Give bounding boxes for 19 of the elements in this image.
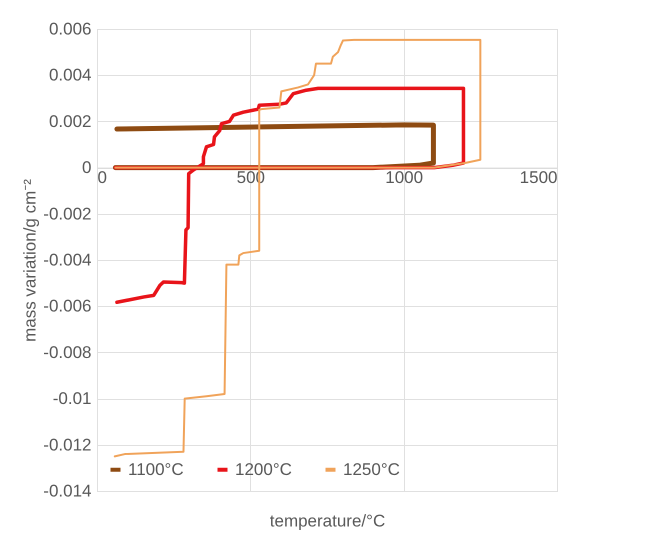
legend-label: 1200°C xyxy=(235,460,292,479)
x-tick-label: 0 xyxy=(98,168,107,188)
x-axis-title: temperature/°C xyxy=(270,512,386,530)
y-axis-title: mass variation/g cm⁻² xyxy=(20,178,40,342)
x-tick-label: 1500 xyxy=(520,168,558,188)
y-tick-label: -0.012 xyxy=(43,435,92,454)
y-tick-label: 0.004 xyxy=(48,66,92,85)
y-tick-label: -0.008 xyxy=(43,342,92,362)
legend-label: 1100°C xyxy=(128,460,184,479)
y-tick-label: -0.006 xyxy=(43,296,92,316)
x-tick-label: 1000 xyxy=(385,168,424,188)
y-tick-label: 0.002 xyxy=(48,112,92,131)
line-series xyxy=(114,38,482,458)
y-tick-label: -0.014 xyxy=(43,482,92,500)
y-tick-label: -0.004 xyxy=(43,250,92,270)
y-tick-label: -0.01 xyxy=(52,389,92,408)
y-tick-label: 0.006 xyxy=(48,20,92,38)
y-tick-label: -0.002 xyxy=(43,204,92,224)
legend-label: 1250°C xyxy=(343,460,400,479)
